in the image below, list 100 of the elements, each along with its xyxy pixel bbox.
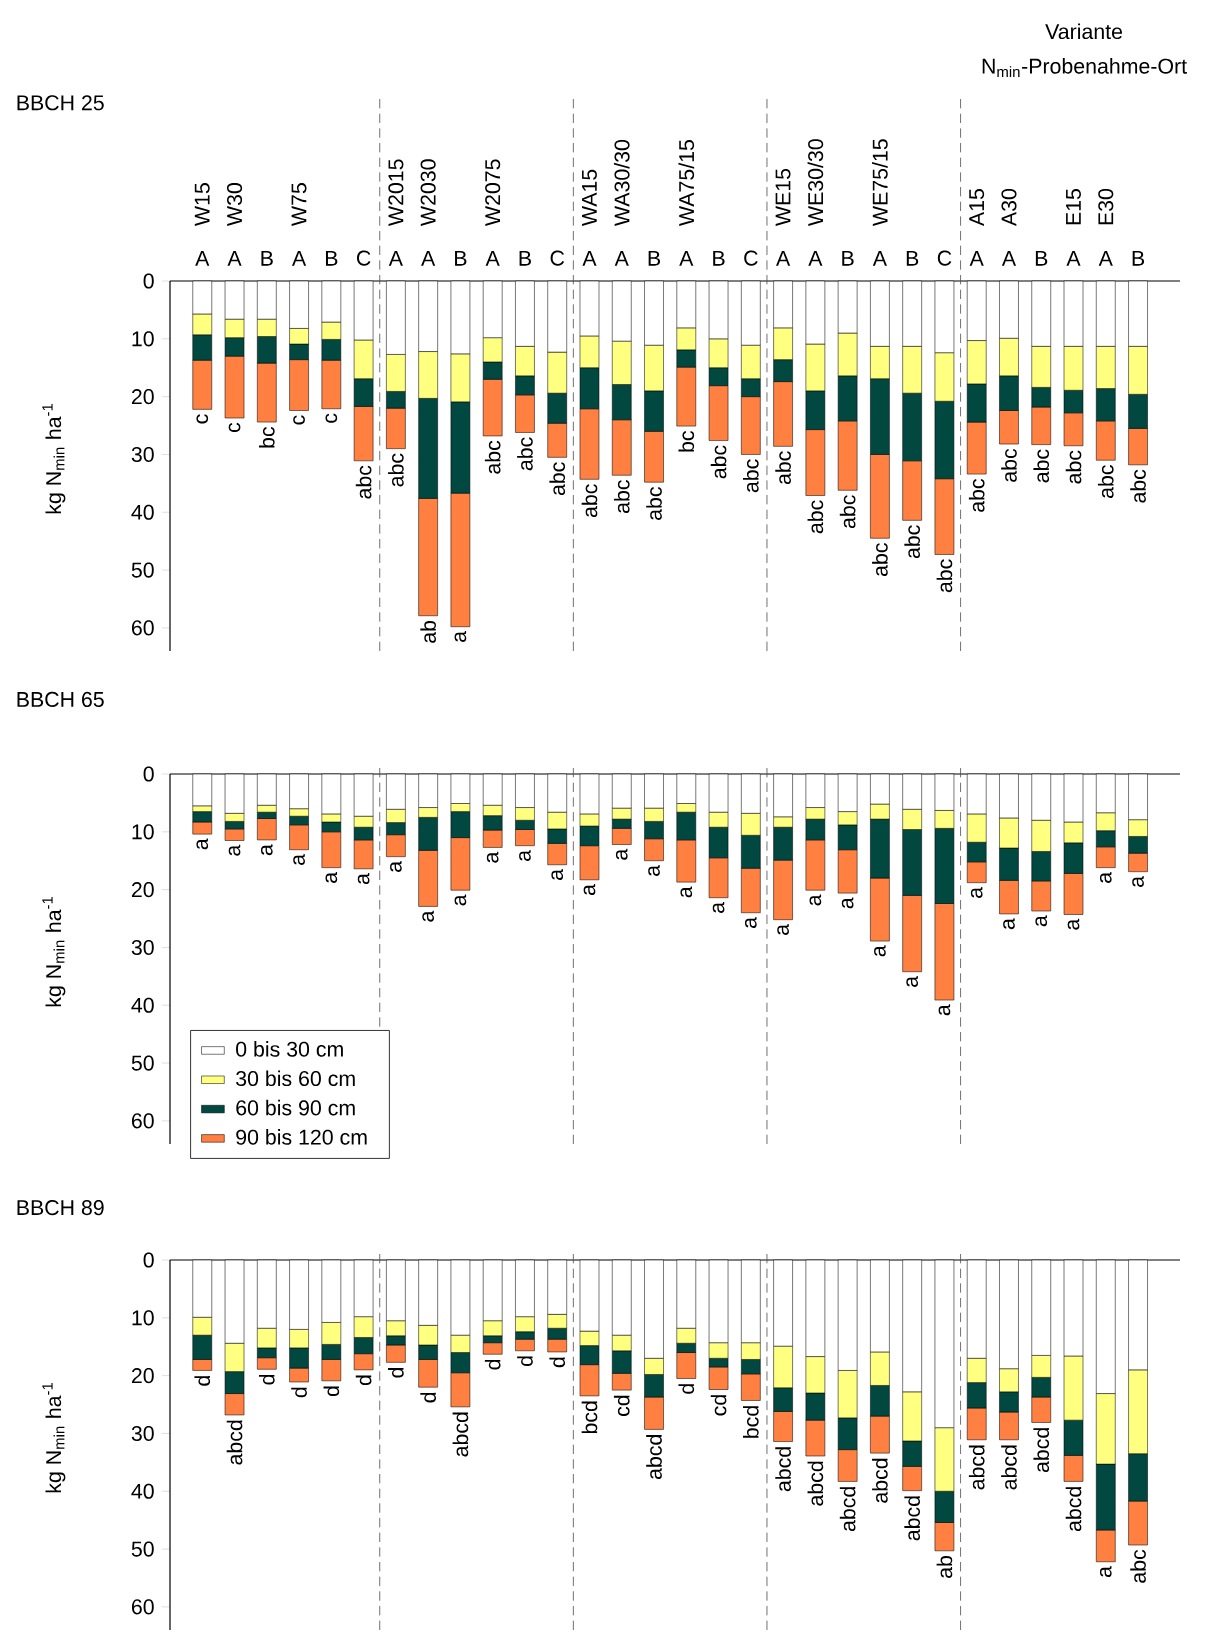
y-tick-label: 10 <box>132 331 154 347</box>
x-tick-label: A <box>388 250 403 266</box>
annotation: abc <box>904 525 920 559</box>
annotation: abcd <box>1001 1445 1017 1490</box>
annotation: a <box>422 910 434 922</box>
annotation: a <box>648 865 660 876</box>
annotation: a <box>551 869 564 881</box>
y-tick-label: 50 <box>131 1055 154 1071</box>
annotation: a <box>841 897 854 909</box>
text: WE30/30 <box>807 139 824 226</box>
annotation: a <box>228 844 241 856</box>
annotation: abcd <box>807 1461 824 1506</box>
x-tick-label: A <box>421 250 436 266</box>
y-tick-label: 30 <box>131 1425 154 1442</box>
chart-title: BBCH 65 <box>17 691 104 707</box>
annotation: bcd <box>743 1406 759 1438</box>
annotation: d <box>420 1392 436 1403</box>
text: WA15 <box>582 169 597 226</box>
annotation: a <box>325 871 338 883</box>
y-tick-label: 60 <box>131 620 154 636</box>
y-tick-label: 20 <box>131 1368 154 1384</box>
y-tick-label: 0 <box>143 273 154 289</box>
annotation: abcd <box>1033 1428 1050 1473</box>
y-tick-label: 60 <box>131 1113 154 1129</box>
text: WE75/15 <box>872 139 888 226</box>
x-tick-label: A <box>195 250 210 266</box>
annotation: cd <box>710 1395 727 1416</box>
annotation: a <box>260 844 273 856</box>
annotation: ab <box>936 1555 953 1578</box>
y-tick-label: 50 <box>131 562 154 578</box>
x-tick-label: C <box>550 250 565 266</box>
annotation: a <box>680 886 693 898</box>
x-tick-label: A <box>679 250 694 266</box>
annotation: a <box>906 976 919 987</box>
annotation: abc <box>807 500 824 534</box>
annotation: a <box>1067 918 1080 930</box>
x-tick-label: C <box>937 250 952 266</box>
y-tick-label: 40 <box>131 1483 154 1499</box>
annotation: abc <box>549 462 566 496</box>
x-tick-label: C <box>744 250 758 266</box>
annotation: a <box>583 884 596 896</box>
y-tick-label: 30 <box>131 446 154 462</box>
legend-label: 30 bis 60 cm <box>236 1070 355 1087</box>
annotation: abc <box>1001 448 1017 482</box>
y-tick-label: 20 <box>131 882 154 898</box>
annotation: a <box>196 838 209 850</box>
y-axis-title: kg N$_{min}$ ha$^{-1}$ <box>42 403 66 514</box>
annotation: bc <box>258 426 275 448</box>
annotation: a <box>809 894 822 906</box>
annotation: abc <box>355 465 372 499</box>
annotation: d <box>355 1375 372 1386</box>
annotation: d <box>258 1374 275 1385</box>
annotation: a <box>1099 871 1112 883</box>
annotation: abc <box>484 440 501 474</box>
annotation: d <box>388 1367 404 1378</box>
annotation: abc <box>1065 450 1082 484</box>
text: WA30/30 <box>613 139 630 226</box>
annotation: cd <box>613 1395 630 1416</box>
x-tick-label: A <box>1001 250 1017 266</box>
annotation: d <box>194 1376 211 1386</box>
annotation: c <box>228 422 241 433</box>
annotation: d <box>678 1384 695 1394</box>
x-tick-label: A <box>227 250 242 266</box>
annotation: a <box>938 1004 951 1016</box>
annotation: a <box>1132 875 1144 887</box>
legend-label: 90 bis 120 cm <box>236 1129 367 1145</box>
y-tick-label: 40 <box>131 997 154 1013</box>
annotation: c <box>325 413 338 423</box>
annotation: abc <box>936 559 953 593</box>
annotation: a <box>519 849 531 861</box>
annotation: d <box>549 1357 566 1368</box>
annotation: abc <box>517 437 533 471</box>
x-tick-label: A <box>969 250 984 266</box>
x-tick-label: A <box>872 250 887 266</box>
x-tick-label: A <box>1098 250 1113 266</box>
annotation: a <box>712 902 725 913</box>
annotation: abcd <box>452 1412 469 1457</box>
y-axis-title: kg N$_{min}$ ha$^{-1}$ <box>42 896 66 1007</box>
x-tick-label: A <box>808 250 823 266</box>
x-tick-label: B <box>519 250 531 266</box>
text: W2075 <box>485 159 501 226</box>
annotation: a <box>874 945 886 957</box>
annotation: c <box>293 415 305 425</box>
x-tick-label: B <box>842 250 854 266</box>
text: Variante <box>1045 23 1123 40</box>
annotation: a <box>357 873 370 885</box>
annotation: a <box>1003 918 1015 930</box>
y-tick-label: 0 <box>143 1252 154 1268</box>
text: W30 <box>226 183 243 226</box>
x-tick-label: B <box>261 250 273 266</box>
annotation: abc <box>775 451 791 485</box>
annotation: ab <box>420 620 436 643</box>
x-tick-label: A <box>1066 250 1081 266</box>
annotation: a <box>454 894 467 906</box>
chart-title: BBCH 25 <box>17 95 104 111</box>
annotation: abc <box>1097 465 1114 498</box>
x-tick-label: B <box>1035 250 1048 266</box>
annotation: abc <box>1130 469 1146 503</box>
annotation: abcd <box>775 1447 791 1492</box>
y-tick-label: 20 <box>131 389 154 405</box>
